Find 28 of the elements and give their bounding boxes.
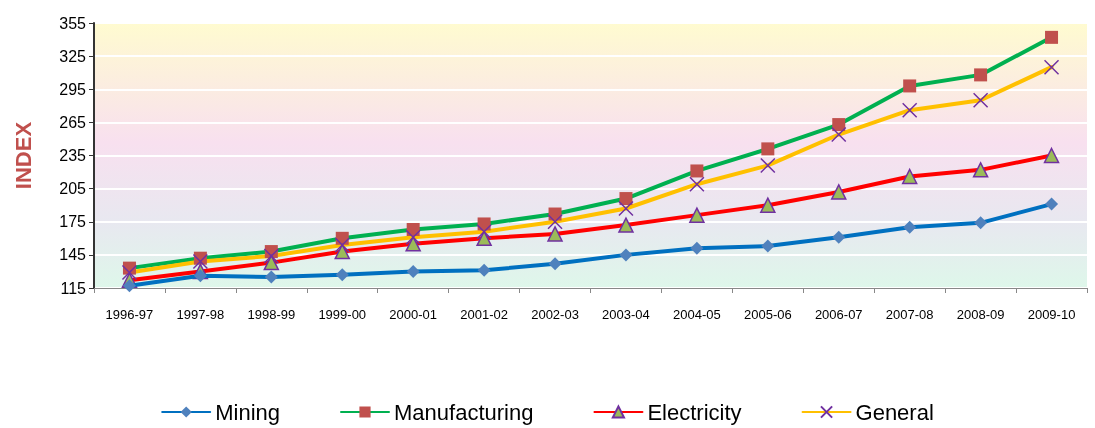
x-tick-label: 1997-98 — [176, 307, 225, 322]
legend-label: Manufacturing — [394, 399, 534, 425]
x-tick-label: 2001-02 — [460, 307, 508, 322]
x-tick-label: 2003-04 — [602, 307, 650, 322]
y-axis-title: INDEX — [10, 121, 36, 190]
x-tick-label: 1996-97 — [105, 307, 154, 322]
y-tick-label: 235 — [59, 147, 87, 164]
x-tick-label: 2000-01 — [389, 307, 438, 322]
y-tick-label: 325 — [59, 47, 87, 65]
y-tick-label: 175 — [59, 213, 87, 231]
x-tick-label: 2005-06 — [743, 307, 792, 322]
y-tick-label: 115 — [60, 279, 87, 297]
y-tick-label: 295 — [59, 80, 87, 98]
y-tick-label: 205 — [59, 180, 87, 198]
legend-label: General — [855, 399, 934, 425]
x-tick-label: 1999-00 — [318, 307, 367, 322]
legend-label: Mining — [215, 399, 281, 425]
y-tick-label: 265 — [59, 113, 87, 131]
x-tick-label: 2009-10 — [1027, 307, 1076, 322]
y-tick-label: 355 — [59, 14, 87, 32]
legend-label: Electricity — [647, 399, 742, 425]
x-tick-label: 2004-05 — [673, 307, 721, 322]
x-tick-label: 1998-99 — [247, 307, 296, 322]
x-tick-label: 2008-09 — [956, 307, 1005, 322]
x-tick-label: 2002-03 — [531, 307, 579, 322]
y-tick-label: 145 — [59, 246, 87, 264]
x-tick-label: 2006-07 — [814, 307, 863, 322]
x-tick-label: 2007-08 — [885, 307, 934, 322]
